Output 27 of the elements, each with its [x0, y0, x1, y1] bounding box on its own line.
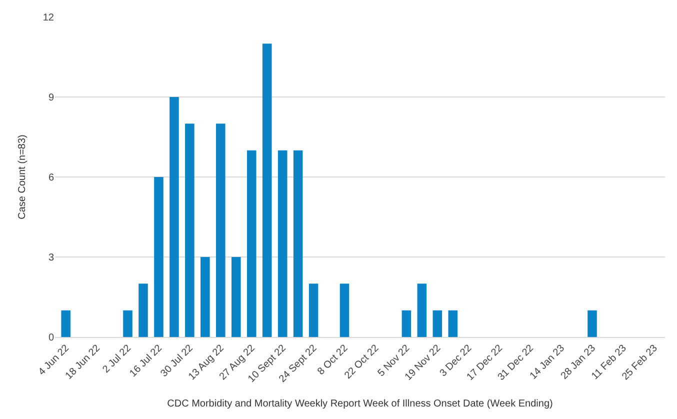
bar: [138, 284, 148, 337]
y-tick-label: 0: [48, 332, 54, 344]
bar: [293, 150, 303, 337]
bar: [448, 310, 458, 337]
x-axis-title: CDC Morbidity and Mortality Weekly Report Week of Illness Onset Date (Week Ending): [167, 398, 553, 410]
bar: [232, 257, 241, 337]
bar: [308, 284, 318, 337]
bar: [170, 97, 179, 337]
bar: [402, 310, 412, 337]
bar: [262, 44, 272, 337]
bar: [417, 284, 427, 337]
bar: [123, 310, 132, 337]
bar: [61, 310, 70, 337]
bar: [200, 257, 210, 337]
y-axis-title: Case Count (n=83): [16, 134, 28, 220]
y-tick-label: 9: [48, 92, 54, 104]
bar: [340, 284, 350, 337]
y-tick-label: 3: [48, 252, 54, 264]
bar: [216, 124, 226, 337]
bar: [154, 177, 164, 337]
bar: [185, 124, 194, 337]
bar: [278, 150, 288, 337]
bar: [432, 310, 442, 337]
y-tick-label: 12: [42, 12, 54, 24]
bar: [588, 310, 597, 337]
bar: [246, 150, 256, 337]
y-tick-label: 6: [48, 172, 54, 184]
